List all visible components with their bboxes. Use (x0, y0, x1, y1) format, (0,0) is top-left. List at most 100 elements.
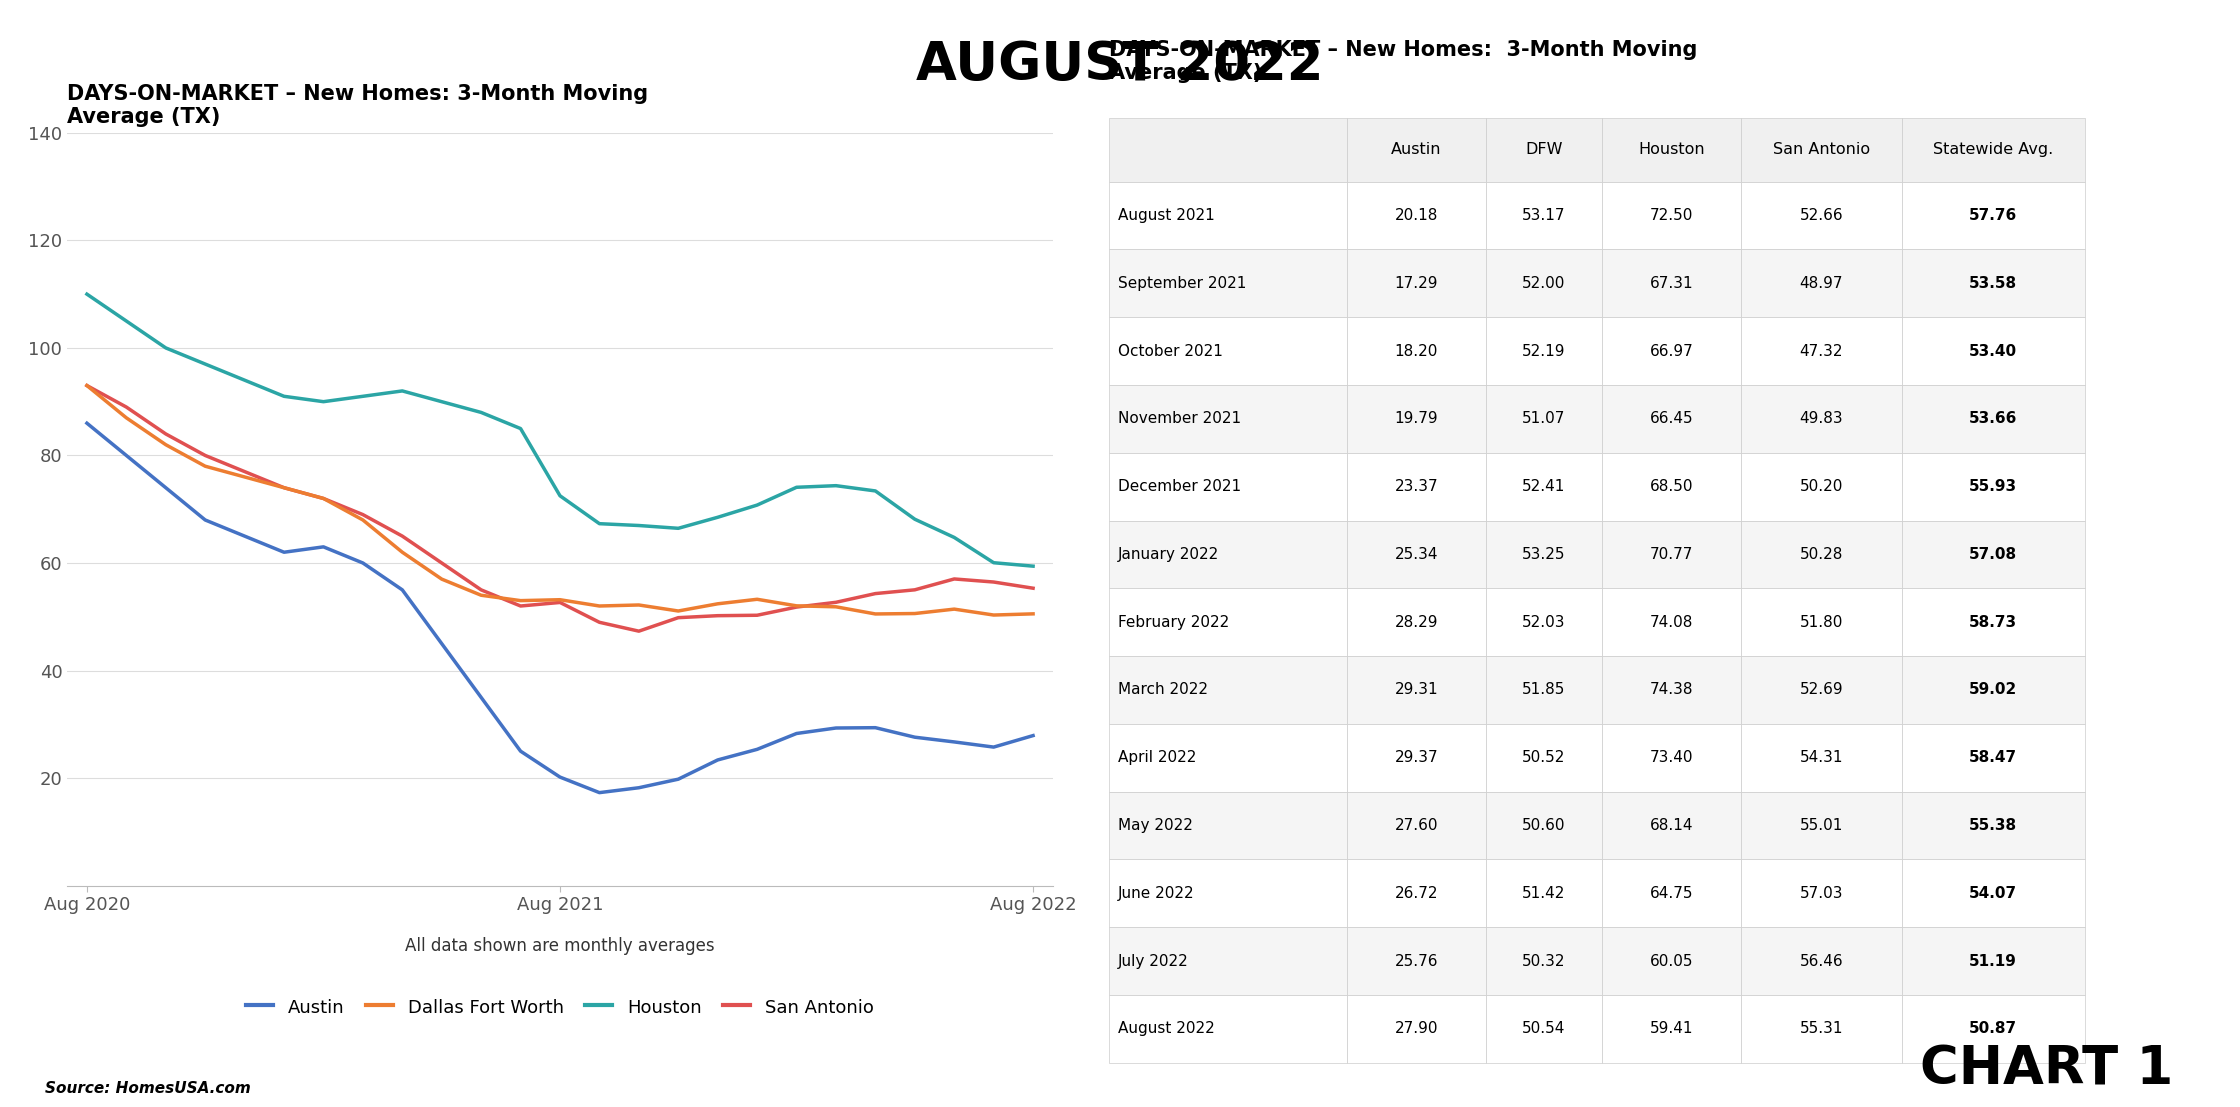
Text: 51.42: 51.42 (1523, 886, 1566, 901)
FancyBboxPatch shape (1109, 859, 1346, 928)
FancyBboxPatch shape (1602, 318, 1740, 385)
FancyBboxPatch shape (1602, 249, 1740, 318)
Text: AUGUST 2022: AUGUST 2022 (916, 39, 1324, 91)
Text: 59.02: 59.02 (1969, 682, 2018, 697)
FancyBboxPatch shape (1109, 385, 1346, 453)
Text: 60.05: 60.05 (1651, 953, 1693, 969)
Text: 48.97: 48.97 (1799, 276, 1844, 291)
Text: 74.38: 74.38 (1651, 682, 1693, 697)
Text: 67.31: 67.31 (1649, 276, 1693, 291)
Text: December 2021: December 2021 (1118, 479, 1241, 494)
FancyBboxPatch shape (1346, 928, 1485, 995)
Text: 53.58: 53.58 (1969, 276, 2018, 291)
Text: 59.41: 59.41 (1651, 1022, 1693, 1036)
FancyBboxPatch shape (1740, 656, 1902, 724)
Text: 51.80: 51.80 (1799, 614, 1844, 630)
Text: 53.17: 53.17 (1523, 208, 1566, 223)
FancyBboxPatch shape (1602, 859, 1740, 928)
Text: 52.41: 52.41 (1523, 479, 1566, 494)
Text: 53.66: 53.66 (1969, 412, 2018, 426)
Text: 52.66: 52.66 (1799, 208, 1844, 223)
Text: August 2021: August 2021 (1118, 208, 1214, 223)
FancyBboxPatch shape (1602, 588, 1740, 656)
Text: November 2021: November 2021 (1118, 412, 1241, 426)
FancyBboxPatch shape (1602, 792, 1740, 859)
Text: 52.00: 52.00 (1523, 276, 1566, 291)
FancyBboxPatch shape (1740, 249, 1902, 318)
Text: 23.37: 23.37 (1396, 479, 1438, 494)
Text: 66.97: 66.97 (1649, 343, 1693, 359)
Text: 53.40: 53.40 (1969, 343, 2018, 359)
Text: 17.29: 17.29 (1396, 276, 1438, 291)
Legend: Austin, Dallas Fort Worth, Houston, San Antonio: Austin, Dallas Fort Worth, Houston, San … (240, 990, 880, 1025)
FancyBboxPatch shape (1602, 656, 1740, 724)
Text: Source: HomesUSA.com: Source: HomesUSA.com (45, 1080, 251, 1096)
Text: 28.29: 28.29 (1396, 614, 1438, 630)
Text: 29.37: 29.37 (1396, 751, 1438, 765)
FancyBboxPatch shape (1602, 385, 1740, 453)
Text: 73.40: 73.40 (1651, 751, 1693, 765)
Text: 58.47: 58.47 (1969, 751, 2018, 765)
FancyBboxPatch shape (1346, 588, 1485, 656)
Text: Houston: Houston (1637, 142, 1705, 157)
Text: CHART 1: CHART 1 (1920, 1044, 2173, 1096)
Text: August 2022: August 2022 (1118, 1022, 1214, 1036)
Text: June 2022: June 2022 (1118, 886, 1194, 901)
FancyBboxPatch shape (1109, 724, 1346, 792)
Text: 57.08: 57.08 (1969, 547, 2018, 562)
FancyBboxPatch shape (1346, 453, 1485, 520)
Text: February 2022: February 2022 (1118, 614, 1230, 630)
FancyBboxPatch shape (1602, 520, 1740, 588)
FancyBboxPatch shape (1346, 995, 1485, 1063)
Text: 25.34: 25.34 (1396, 547, 1438, 562)
FancyBboxPatch shape (1485, 859, 1602, 928)
FancyBboxPatch shape (1602, 453, 1740, 520)
Text: October 2021: October 2021 (1118, 343, 1223, 359)
FancyBboxPatch shape (1740, 117, 1902, 182)
FancyBboxPatch shape (1902, 182, 2085, 249)
Text: 51.85: 51.85 (1523, 682, 1566, 697)
Text: 27.90: 27.90 (1396, 1022, 1438, 1036)
FancyBboxPatch shape (1346, 724, 1485, 792)
FancyBboxPatch shape (1740, 859, 1902, 928)
FancyBboxPatch shape (1485, 318, 1602, 385)
FancyBboxPatch shape (1740, 385, 1902, 453)
Text: September 2021: September 2021 (1118, 276, 1245, 291)
FancyBboxPatch shape (1485, 928, 1602, 995)
Text: 68.14: 68.14 (1651, 818, 1693, 832)
FancyBboxPatch shape (1346, 656, 1485, 724)
Text: 18.20: 18.20 (1396, 343, 1438, 359)
Text: 29.31: 29.31 (1396, 682, 1438, 697)
FancyBboxPatch shape (1902, 724, 2085, 792)
Text: 51.07: 51.07 (1523, 412, 1566, 426)
FancyBboxPatch shape (1740, 318, 1902, 385)
Text: 50.60: 50.60 (1523, 818, 1566, 832)
Text: 55.01: 55.01 (1799, 818, 1844, 832)
FancyBboxPatch shape (1485, 182, 1602, 249)
Text: San Antonio: San Antonio (1772, 142, 1870, 157)
FancyBboxPatch shape (1602, 995, 1740, 1063)
Text: July 2022: July 2022 (1118, 953, 1189, 969)
FancyBboxPatch shape (1740, 724, 1902, 792)
FancyBboxPatch shape (1602, 724, 1740, 792)
FancyBboxPatch shape (1109, 182, 1346, 249)
FancyBboxPatch shape (1109, 520, 1346, 588)
Text: 55.93: 55.93 (1969, 479, 2018, 494)
FancyBboxPatch shape (1902, 995, 2085, 1063)
FancyBboxPatch shape (1902, 588, 2085, 656)
Text: 52.69: 52.69 (1799, 682, 1844, 697)
FancyBboxPatch shape (1740, 520, 1902, 588)
Text: Statewide Avg.: Statewide Avg. (1933, 142, 2054, 157)
Text: 47.32: 47.32 (1799, 343, 1844, 359)
Text: 74.08: 74.08 (1651, 614, 1693, 630)
Text: 66.45: 66.45 (1649, 412, 1693, 426)
FancyBboxPatch shape (1109, 249, 1346, 318)
Text: 26.72: 26.72 (1396, 886, 1438, 901)
FancyBboxPatch shape (1346, 792, 1485, 859)
FancyBboxPatch shape (1485, 249, 1602, 318)
Text: April 2022: April 2022 (1118, 751, 1196, 765)
FancyBboxPatch shape (1346, 859, 1485, 928)
Text: 50.54: 50.54 (1523, 1022, 1566, 1036)
FancyBboxPatch shape (1346, 385, 1485, 453)
FancyBboxPatch shape (1485, 453, 1602, 520)
